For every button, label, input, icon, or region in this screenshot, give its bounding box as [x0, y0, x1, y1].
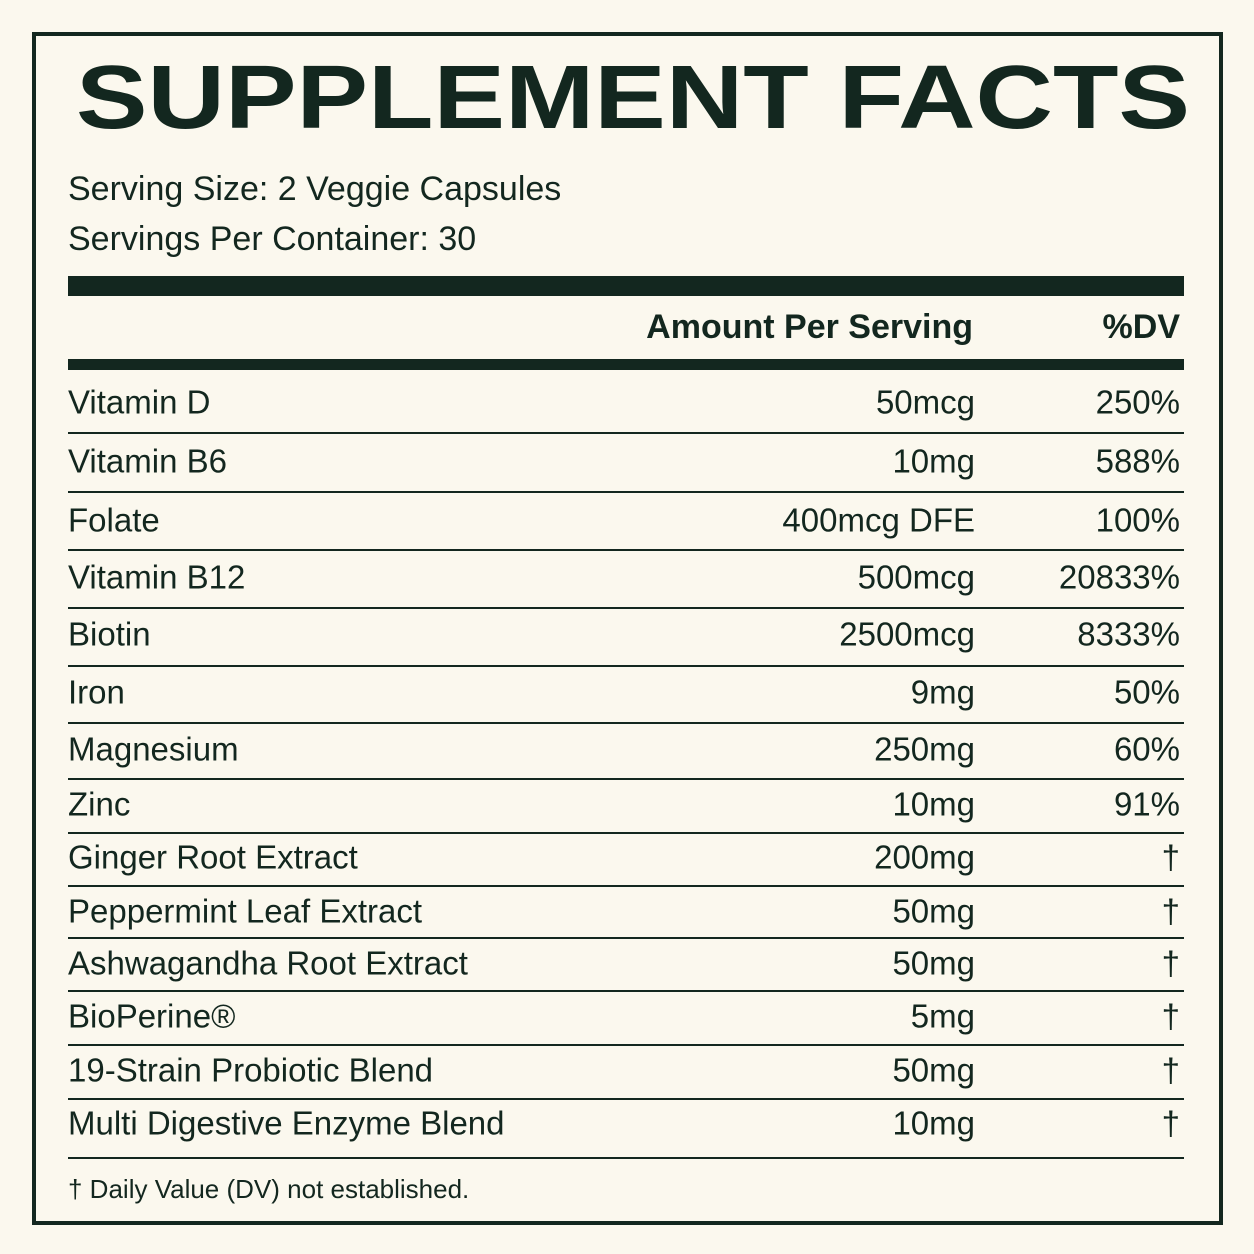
nutrient-name: Peppermint Leaf Extract: [68, 893, 422, 930]
label-border: [32, 32, 1223, 1225]
nutrient-name: Vitamin B12: [68, 559, 245, 596]
amount: 50mg: [892, 1052, 975, 1089]
amount: 5mg: [911, 998, 975, 1035]
amount: 250mg: [874, 731, 975, 768]
table-body: Vitamin D 50mcg 250% Vitamin B6 10mg 588% Fola…: [68, 384, 1184, 1159]
amount: 50mcg: [876, 384, 975, 421]
footnote: † Daily Value (DV) not established.: [68, 1174, 469, 1204]
daily-value: 250%: [1096, 384, 1180, 421]
amount: 2500mcg: [839, 616, 975, 653]
amount: 200mg: [874, 839, 975, 876]
thick-rule: [68, 276, 1184, 296]
daily-value: †: [1162, 945, 1180, 982]
daily-value: 91%: [1114, 786, 1180, 823]
nutrient-name: Multi Digestive Enzyme Blend: [68, 1105, 505, 1142]
column-header: Amount Per Serving: [646, 308, 973, 346]
nutrient-name: Magnesium: [68, 731, 239, 768]
daily-value: 50%: [1114, 674, 1180, 711]
amount: 400mcg DFE: [782, 502, 975, 539]
daily-value: 100%: [1096, 502, 1180, 539]
nutrient-name: 19-Strain Probiotic Blend: [68, 1052, 433, 1089]
daily-value: †: [1162, 839, 1180, 876]
nutrient-name: Ginger Root Extract: [68, 839, 358, 876]
amount: 10mg: [892, 443, 975, 480]
daily-value: †: [1162, 998, 1180, 1035]
nutrient-name: Vitamin D: [68, 384, 210, 421]
nutrient-name: Biotin: [68, 616, 151, 653]
medium-rule: [68, 359, 1184, 370]
daily-value: †: [1162, 1105, 1180, 1142]
amount: 50mg: [892, 945, 975, 982]
amount: 10mg: [892, 1105, 975, 1142]
serving-size: Serving Size: 2 Veggie Capsules: [68, 170, 561, 208]
daily-value: 60%: [1114, 731, 1180, 768]
title: SUPPLEMENT FACTS: [76, 48, 1190, 148]
servings-per-container: Servings Per Container: 30: [68, 220, 476, 258]
nutrient-name: Ashwagandha Root Extract: [68, 945, 468, 982]
column-header: %DV: [1103, 308, 1181, 346]
nutrient-name: Iron: [68, 674, 125, 711]
amount: 10mg: [892, 786, 975, 823]
daily-value: 20833%: [1059, 559, 1180, 596]
daily-value: 588%: [1096, 443, 1180, 480]
nutrient-name: Vitamin B6: [68, 443, 227, 480]
daily-value: †: [1162, 1052, 1180, 1089]
daily-value: †: [1162, 893, 1180, 930]
amount: 9mg: [911, 674, 975, 711]
nutrient-name: BioPerine®: [68, 998, 235, 1035]
nutrient-name: Folate: [68, 502, 160, 539]
nutrient-name: Zinc: [68, 786, 130, 823]
amount: 50mg: [892, 893, 975, 930]
amount: 500mcg: [858, 559, 975, 596]
daily-value: 8333%: [1077, 616, 1180, 653]
